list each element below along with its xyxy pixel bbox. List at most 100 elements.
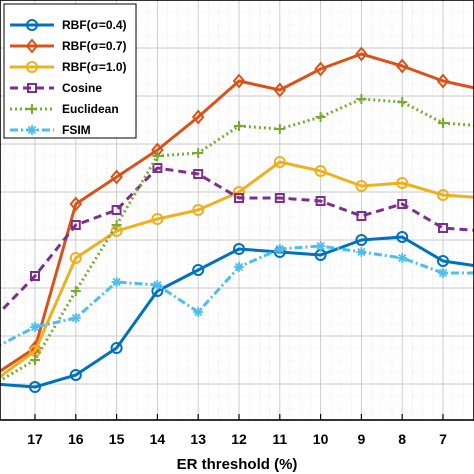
- data-point: [438, 268, 448, 278]
- legend-entry: Cosine: [10, 81, 102, 95]
- data-point: [193, 169, 204, 179]
- data-point: [192, 204, 205, 216]
- data-point: [111, 277, 122, 287]
- data-point: [192, 264, 205, 276]
- series-2: [0, 46, 474, 376]
- data-point: [355, 46, 368, 62]
- data-point: [110, 169, 123, 185]
- data-point: [30, 355, 40, 365]
- data-point: [315, 196, 326, 206]
- legend-marker: [25, 38, 39, 54]
- data-point: [70, 313, 81, 323]
- data-point: [314, 61, 327, 77]
- data-point: [437, 255, 449, 267]
- x-tick-label: 12: [231, 431, 247, 447]
- data-point: [395, 58, 409, 74]
- series-5: [0, 94, 474, 383]
- legend-marker: [27, 104, 37, 114]
- data-point: [355, 234, 368, 246]
- data-point: [274, 244, 285, 254]
- data-point: [355, 180, 368, 192]
- data-point: [70, 286, 81, 296]
- data-point: [273, 156, 286, 168]
- x-axis: 17 16 15 14 13 12 11 10 9 8 7: [27, 414, 447, 447]
- data-point: [396, 231, 409, 243]
- data-point: [69, 196, 83, 212]
- series-line: [0, 160, 474, 379]
- data-point: [274, 124, 285, 134]
- series-line: [0, 166, 474, 315]
- data-point: [438, 118, 448, 128]
- legend-label: RBF(σ=0.4): [62, 18, 127, 32]
- x-tick-label: 8: [398, 431, 406, 447]
- data-point: [397, 199, 408, 209]
- plot-frame: [0, 0, 474, 421]
- x-tick-label: 16: [68, 431, 84, 447]
- series-6: [0, 241, 474, 347]
- data-point: [396, 177, 409, 189]
- data-point: [233, 243, 245, 255]
- legend-marker: [26, 19, 38, 31]
- data-point: [29, 381, 41, 393]
- legend-entry: Euclidean: [10, 102, 119, 116]
- data-point: [70, 220, 81, 230]
- data-point: [315, 112, 326, 122]
- legend-label: FSIM: [62, 123, 91, 137]
- data-point: [111, 205, 122, 215]
- data-point: [356, 247, 367, 257]
- legend-marker: [27, 125, 37, 135]
- data-point: [110, 342, 123, 354]
- data-point: [273, 82, 287, 98]
- data-point: [314, 165, 327, 177]
- x-tick-label: 13: [190, 431, 206, 447]
- data-point: [69, 369, 82, 381]
- legend: RBF(σ=0.4) RBF(σ=0.7) RBF(σ=1.0) Cosine Eucl…: [3, 3, 137, 139]
- data-point: [356, 94, 367, 104]
- data-point: [397, 97, 408, 107]
- data-point: [111, 220, 122, 230]
- data-point: [193, 307, 204, 317]
- legend-marker: [26, 61, 38, 73]
- series-line: [0, 52, 474, 373]
- x-tick-label: 11: [272, 431, 287, 447]
- series-3: [0, 156, 474, 383]
- data-point: [152, 163, 163, 173]
- data-point: [438, 223, 448, 233]
- data-point: [232, 73, 246, 89]
- x-tick-label: 10: [313, 431, 329, 447]
- data-point: [152, 151, 163, 161]
- data-point: [436, 73, 450, 89]
- data-point: [356, 211, 367, 221]
- data-point: [437, 189, 449, 201]
- x-tick-label: 7: [439, 431, 447, 447]
- data-point: [274, 193, 285, 203]
- data-point: [30, 271, 40, 281]
- legend-entry: RBF(σ=0.7): [10, 38, 127, 54]
- series-layer: [0, 46, 474, 393]
- data-point: [193, 148, 204, 158]
- legend-label: Euclidean: [62, 102, 119, 116]
- x-axis-title: ER threshold (%): [177, 456, 298, 473]
- data-point: [30, 322, 40, 332]
- data-point: [191, 109, 205, 125]
- legend-label: RBF(σ=1.0): [62, 60, 127, 74]
- legend-label: Cosine: [62, 81, 102, 95]
- data-point: [152, 280, 163, 290]
- legend-entry: FSIM: [10, 123, 91, 137]
- series-line: [0, 235, 474, 389]
- data-point: [234, 121, 244, 131]
- x-tick-label: 17: [27, 431, 43, 447]
- data-point: [69, 252, 82, 264]
- legend-label: RBF(σ=0.7): [62, 39, 127, 53]
- series-4: [0, 163, 474, 315]
- x-tick-label: 9: [358, 431, 366, 447]
- data-point: [234, 262, 244, 272]
- data-point: [234, 193, 244, 203]
- data-point: [315, 241, 326, 251]
- x-tick-label: 15: [109, 431, 125, 447]
- x-tick-label: 14: [150, 431, 166, 447]
- legend-marker: [27, 83, 37, 93]
- legend-entry: RBF(σ=1.0): [10, 60, 127, 74]
- data-point: [151, 213, 164, 225]
